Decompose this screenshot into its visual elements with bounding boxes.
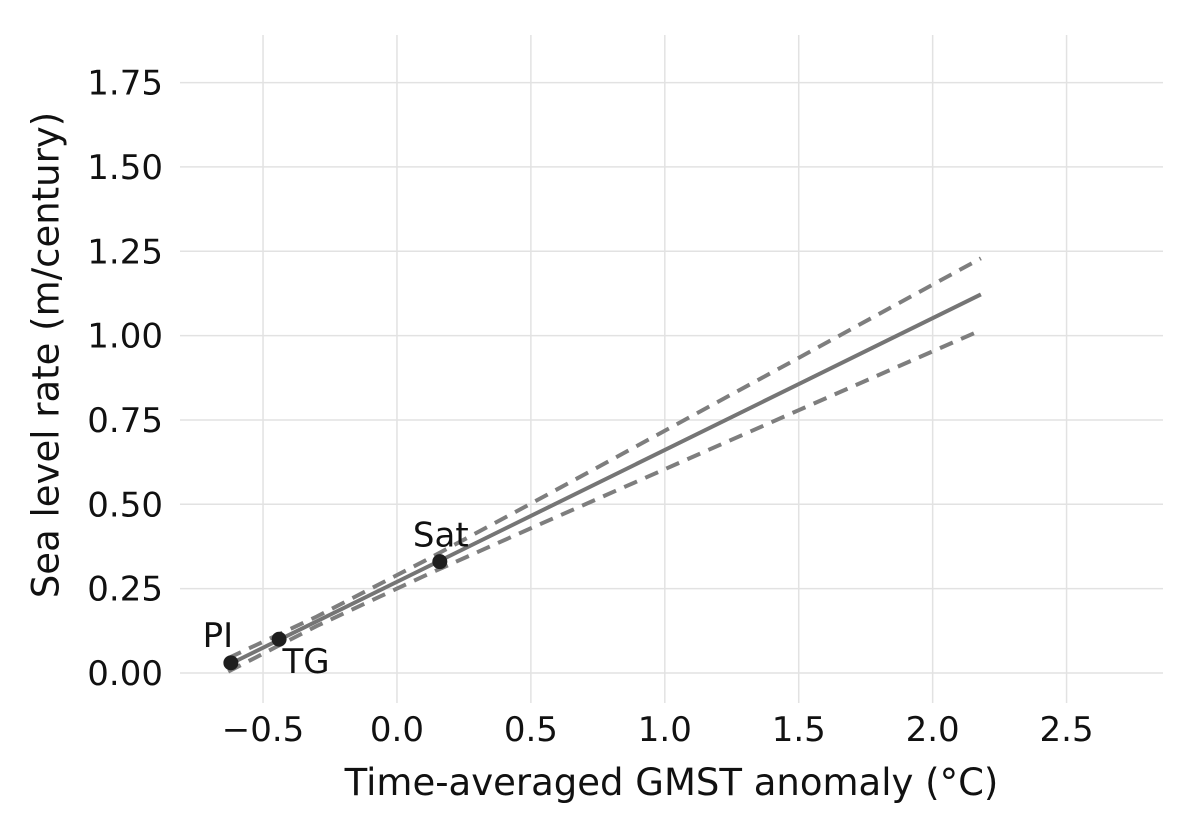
y-tick-label: 0.75 [87,401,163,441]
point-label-pi: PI [203,616,234,656]
x-tick-label: −0.5 [222,710,305,750]
y-tick-label: 1.25 [87,232,163,272]
x-tick-label: 0.5 [504,710,558,750]
x-tick-label: 0.0 [370,710,424,750]
x-tick-label: 2.5 [1040,710,1094,750]
x-axis-title: Time-averaged GMST anomaly (°C) [344,761,999,804]
ci-lower-line [227,328,982,674]
point-label-sat: Sat [413,516,469,556]
fit-line [227,292,982,667]
y-tick-label: 0.25 [87,570,163,610]
ci-upper-line [227,256,982,660]
x-tick-label: 1.0 [638,710,692,750]
data-point-pi [223,655,239,671]
data-point-sat [432,554,448,570]
y-axis-title: Sea level rate (m/century) [24,111,68,599]
x-tick-label: 2.0 [906,710,960,750]
y-tick-label: 1.50 [87,148,163,188]
data-point-tg [271,631,287,647]
y-tick-label: 1.00 [87,317,163,357]
point-label-tg: TG [282,642,330,682]
y-tick-label: 1.75 [87,64,163,104]
y-tick-label: 0.50 [87,485,163,525]
x-tick-label: 1.5 [772,710,826,750]
y-tick-label: 0.00 [87,654,163,694]
